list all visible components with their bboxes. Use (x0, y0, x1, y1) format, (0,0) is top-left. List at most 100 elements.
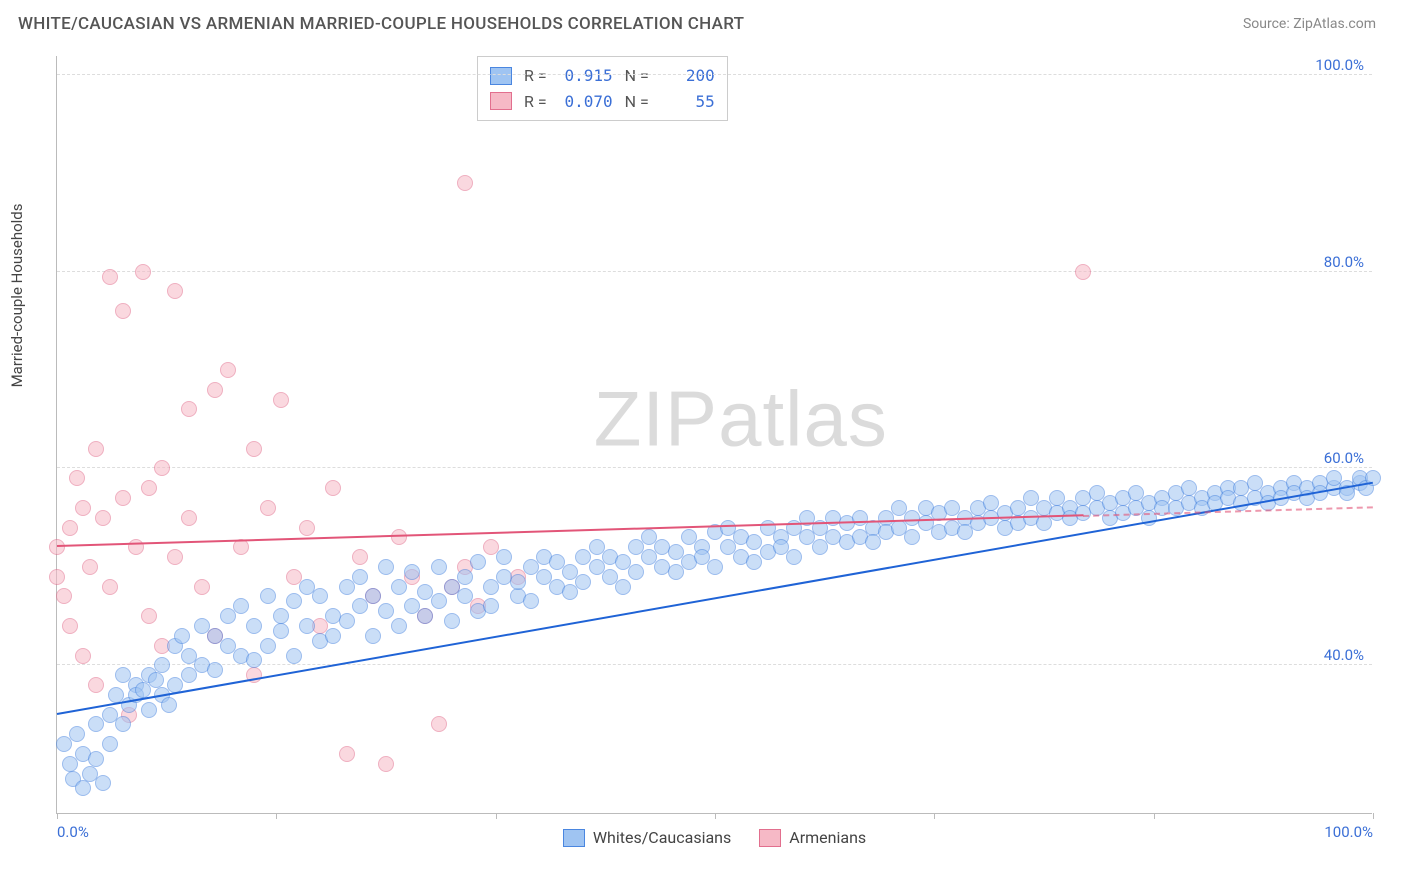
x-tick (1154, 813, 1155, 819)
scatter-point (62, 618, 78, 634)
x-tick-label: 100.0% (1324, 823, 1373, 841)
scatter-point (312, 588, 328, 604)
trend-line (57, 515, 1084, 548)
scatter-point (786, 549, 802, 565)
x-tick (1373, 813, 1374, 819)
source-attribution: Source: ZipAtlas.com (1243, 16, 1376, 32)
scatter-point (88, 677, 104, 693)
scatter-point (1075, 264, 1091, 280)
gridline (57, 271, 1372, 272)
scatter-point (352, 569, 368, 585)
scatter-point (496, 549, 512, 565)
scatter-point (444, 613, 460, 629)
scatter-point (378, 603, 394, 619)
scatter-point (378, 756, 394, 772)
scatter-point (707, 559, 723, 575)
scatter-point (75, 780, 91, 796)
scatter-point (339, 613, 355, 629)
scatter-point (431, 559, 447, 575)
scatter-point (88, 441, 104, 457)
scatter-point (325, 628, 341, 644)
scatter-point (404, 564, 420, 580)
scatter-point (431, 593, 447, 609)
scatter-point (141, 480, 157, 496)
watermark: ZIPatlas (594, 374, 888, 465)
scatter-point (69, 470, 85, 486)
scatter-point (75, 500, 91, 516)
stats-row-1: R = 0.915 N = 200 (490, 63, 715, 89)
scatter-point (286, 593, 302, 609)
scatter-point (220, 362, 236, 378)
scatter-point (470, 554, 486, 570)
scatter-point (273, 608, 289, 624)
scatter-point (161, 697, 177, 713)
scatter-point (246, 652, 262, 668)
n-label: N = (625, 63, 649, 89)
scatter-point (49, 569, 65, 585)
scatter-point (82, 559, 98, 575)
watermark-bold: ZIP (594, 375, 718, 463)
r-label: R = (524, 63, 547, 89)
x-tick (934, 813, 935, 819)
scatter-point (115, 490, 131, 506)
stats-row-2: R = 0.070 N = 55 (490, 89, 715, 115)
scatter-point (904, 529, 920, 545)
scatter-point (167, 549, 183, 565)
chart-header: WHITE/CAUCASIAN VS ARMENIAN MARRIED-COUP… (0, 0, 1406, 42)
scatter-point (273, 623, 289, 639)
n-value-1: 200 (661, 63, 715, 89)
watermark-thin: atlas (718, 375, 888, 463)
scatter-point (457, 569, 473, 585)
scatter-point (365, 588, 381, 604)
swatch-series-2 (490, 92, 512, 110)
correlation-stats-box: R = 0.915 N = 200 R = 0.070 N = 55 (477, 56, 728, 121)
chart-container: Married-couple Households ZIPatlas R = 0… (18, 48, 1388, 874)
scatter-point (95, 510, 111, 526)
x-tick (715, 813, 716, 819)
x-tick (57, 813, 58, 819)
scatter-point (575, 574, 591, 590)
scatter-point (260, 500, 276, 516)
scatter-point (628, 564, 644, 580)
scatter-point (167, 283, 183, 299)
r-value-2: 0.070 (559, 89, 613, 115)
scatter-point (102, 736, 118, 752)
scatter-point (69, 726, 85, 742)
legend-item-2: Armenians (759, 828, 866, 847)
scatter-point (391, 579, 407, 595)
scatter-point (154, 460, 170, 476)
scatter-point (523, 593, 539, 609)
scatter-point (457, 175, 473, 191)
scatter-point (141, 608, 157, 624)
legend-swatch-1 (563, 829, 585, 847)
scatter-point (352, 549, 368, 565)
scatter-point (260, 638, 276, 654)
scatter-point (135, 264, 151, 280)
scatter-point (457, 588, 473, 604)
y-tick-label: 100.0% (1315, 56, 1364, 74)
scatter-point (115, 716, 131, 732)
scatter-point (115, 303, 131, 319)
scatter-point (181, 510, 197, 526)
scatter-point (325, 480, 341, 496)
r-value-1: 0.915 (559, 63, 613, 89)
scatter-point (339, 746, 355, 762)
scatter-point (49, 539, 65, 555)
y-tick-label: 80.0% (1324, 253, 1364, 271)
scatter-point (102, 269, 118, 285)
scatter-point (75, 648, 91, 664)
plot-area: ZIPatlas R = 0.915 N = 200 R = 0.070 N =… (56, 56, 1372, 814)
scatter-point (62, 520, 78, 536)
chart-title: WHITE/CAUCASIAN VS ARMENIAN MARRIED-COUP… (18, 14, 744, 34)
y-axis-label: Married-couple Households (8, 203, 26, 387)
n-label: N = (625, 89, 649, 115)
scatter-point (365, 628, 381, 644)
scatter-point (391, 529, 407, 545)
scatter-point (207, 662, 223, 678)
scatter-point (154, 657, 170, 673)
scatter-point (378, 559, 394, 575)
scatter-point (260, 588, 276, 604)
y-tick-label: 40.0% (1324, 646, 1364, 664)
scatter-point (148, 672, 164, 688)
x-tick-label: 0.0% (57, 823, 89, 841)
